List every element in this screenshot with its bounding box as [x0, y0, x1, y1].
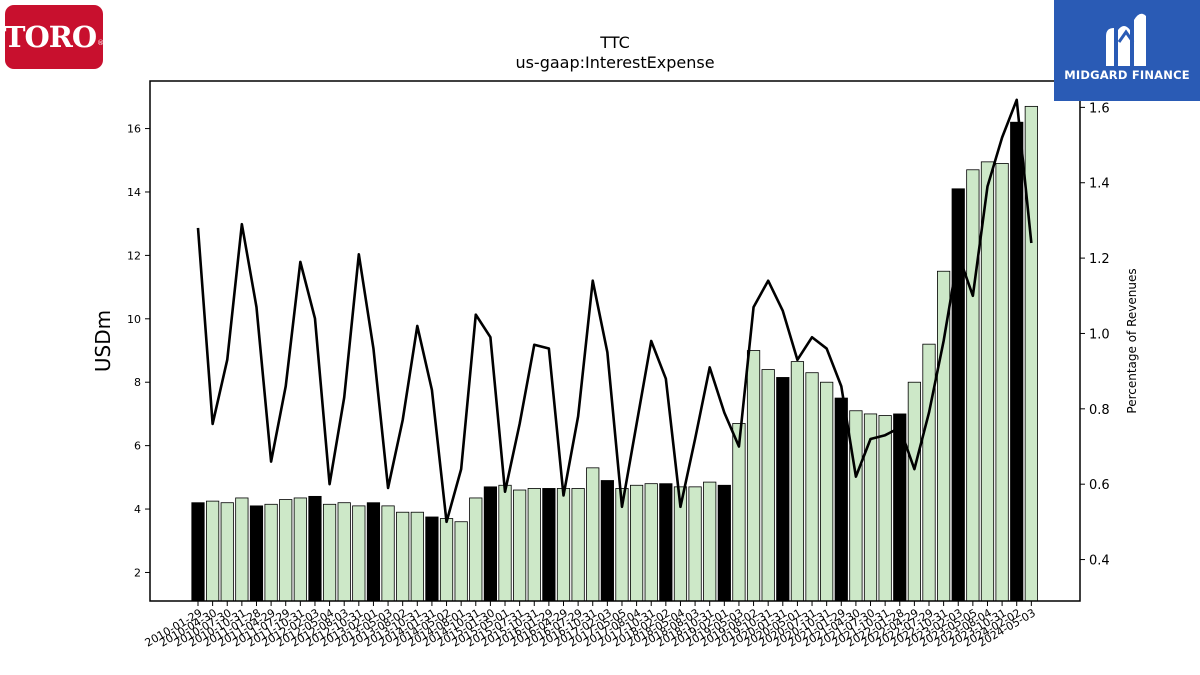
bar [191, 502, 205, 602]
y-tick-label: 10 [127, 313, 141, 326]
midgard-finance-logo: MIDGARD FINANCE [1054, 0, 1200, 101]
y-tick-label: 12 [127, 249, 141, 262]
bar [279, 499, 293, 602]
bar [556, 488, 571, 602]
toro-logo-registered-mark: ® [97, 39, 105, 47]
bar [322, 503, 337, 602]
bar [542, 488, 556, 602]
bar [732, 423, 746, 602]
y2-axis-label: Percentage of Revenues [1125, 268, 1139, 413]
bar [425, 516, 439, 602]
y2-tick-label: 1.2 [1089, 252, 1110, 267]
bar [396, 511, 410, 602]
bar [454, 521, 468, 602]
y-axis-label: USDm [91, 310, 115, 372]
bar [922, 343, 936, 602]
bar [337, 502, 351, 602]
midgard-mark-icon [1106, 13, 1146, 66]
bar [439, 518, 454, 602]
line-layer [196, 98, 1033, 524]
bar [688, 486, 702, 602]
bar [746, 350, 761, 602]
bar [483, 486, 498, 602]
y-tick-label: 6 [134, 440, 141, 453]
bar [513, 489, 527, 602]
bar [1024, 105, 1038, 602]
bar [410, 511, 424, 602]
bar [761, 369, 775, 602]
bar [849, 410, 863, 602]
bar [820, 381, 834, 602]
bar [352, 505, 366, 602]
bar [644, 483, 658, 602]
bar [206, 500, 220, 602]
bar [308, 495, 322, 602]
y-tick-label: 2 [134, 566, 141, 579]
toro-logo: TORO ® [3, 5, 105, 69]
axes-layer: 2468101214160.40.60.81.01.21.41.62010-01… [127, 101, 1110, 649]
bar [966, 169, 980, 602]
bar [293, 497, 307, 602]
bar [1010, 121, 1024, 602]
y-tick-label: 8 [134, 376, 141, 389]
bar [834, 397, 848, 602]
bar [571, 488, 585, 602]
bar [264, 503, 278, 602]
y2-tick-label: 0.8 [1089, 403, 1110, 418]
y2-tick-label: 0.4 [1089, 554, 1110, 569]
bar [220, 502, 234, 602]
bar [630, 484, 644, 602]
bar [717, 484, 731, 602]
bar [805, 372, 819, 602]
bar [790, 361, 805, 602]
bar [951, 188, 965, 602]
bar [498, 484, 512, 602]
y2-tick-label: 1.4 [1089, 177, 1110, 192]
bar [600, 480, 614, 602]
bar [703, 481, 717, 602]
bar [469, 497, 483, 602]
midgard-finance-logo-text: MIDGARD FINANCE [1064, 68, 1190, 82]
bar [249, 505, 264, 602]
y-tick-label: 4 [134, 503, 141, 516]
bar [381, 505, 395, 602]
bar [659, 483, 673, 602]
chart-title: TTC [599, 33, 630, 52]
y2-tick-label: 0.6 [1089, 478, 1110, 493]
bar [878, 415, 892, 602]
bar [527, 488, 541, 602]
chart-subtitle: us-gaap:InterestExpense [515, 53, 714, 72]
percent-of-revenues-line [196, 98, 1033, 524]
plot-frame [149, 80, 1081, 602]
y-tick-label: 14 [127, 186, 141, 199]
toro-logo-text: TORO [3, 20, 97, 54]
bar [586, 467, 600, 602]
y-tick-label: 16 [127, 123, 141, 136]
y2-tick-label: 1.6 [1089, 101, 1110, 116]
bar [235, 497, 249, 602]
bar [995, 163, 1009, 602]
y2-tick-label: 1.0 [1089, 327, 1110, 342]
bar [907, 381, 921, 602]
bar [776, 377, 790, 602]
bar [366, 502, 381, 602]
